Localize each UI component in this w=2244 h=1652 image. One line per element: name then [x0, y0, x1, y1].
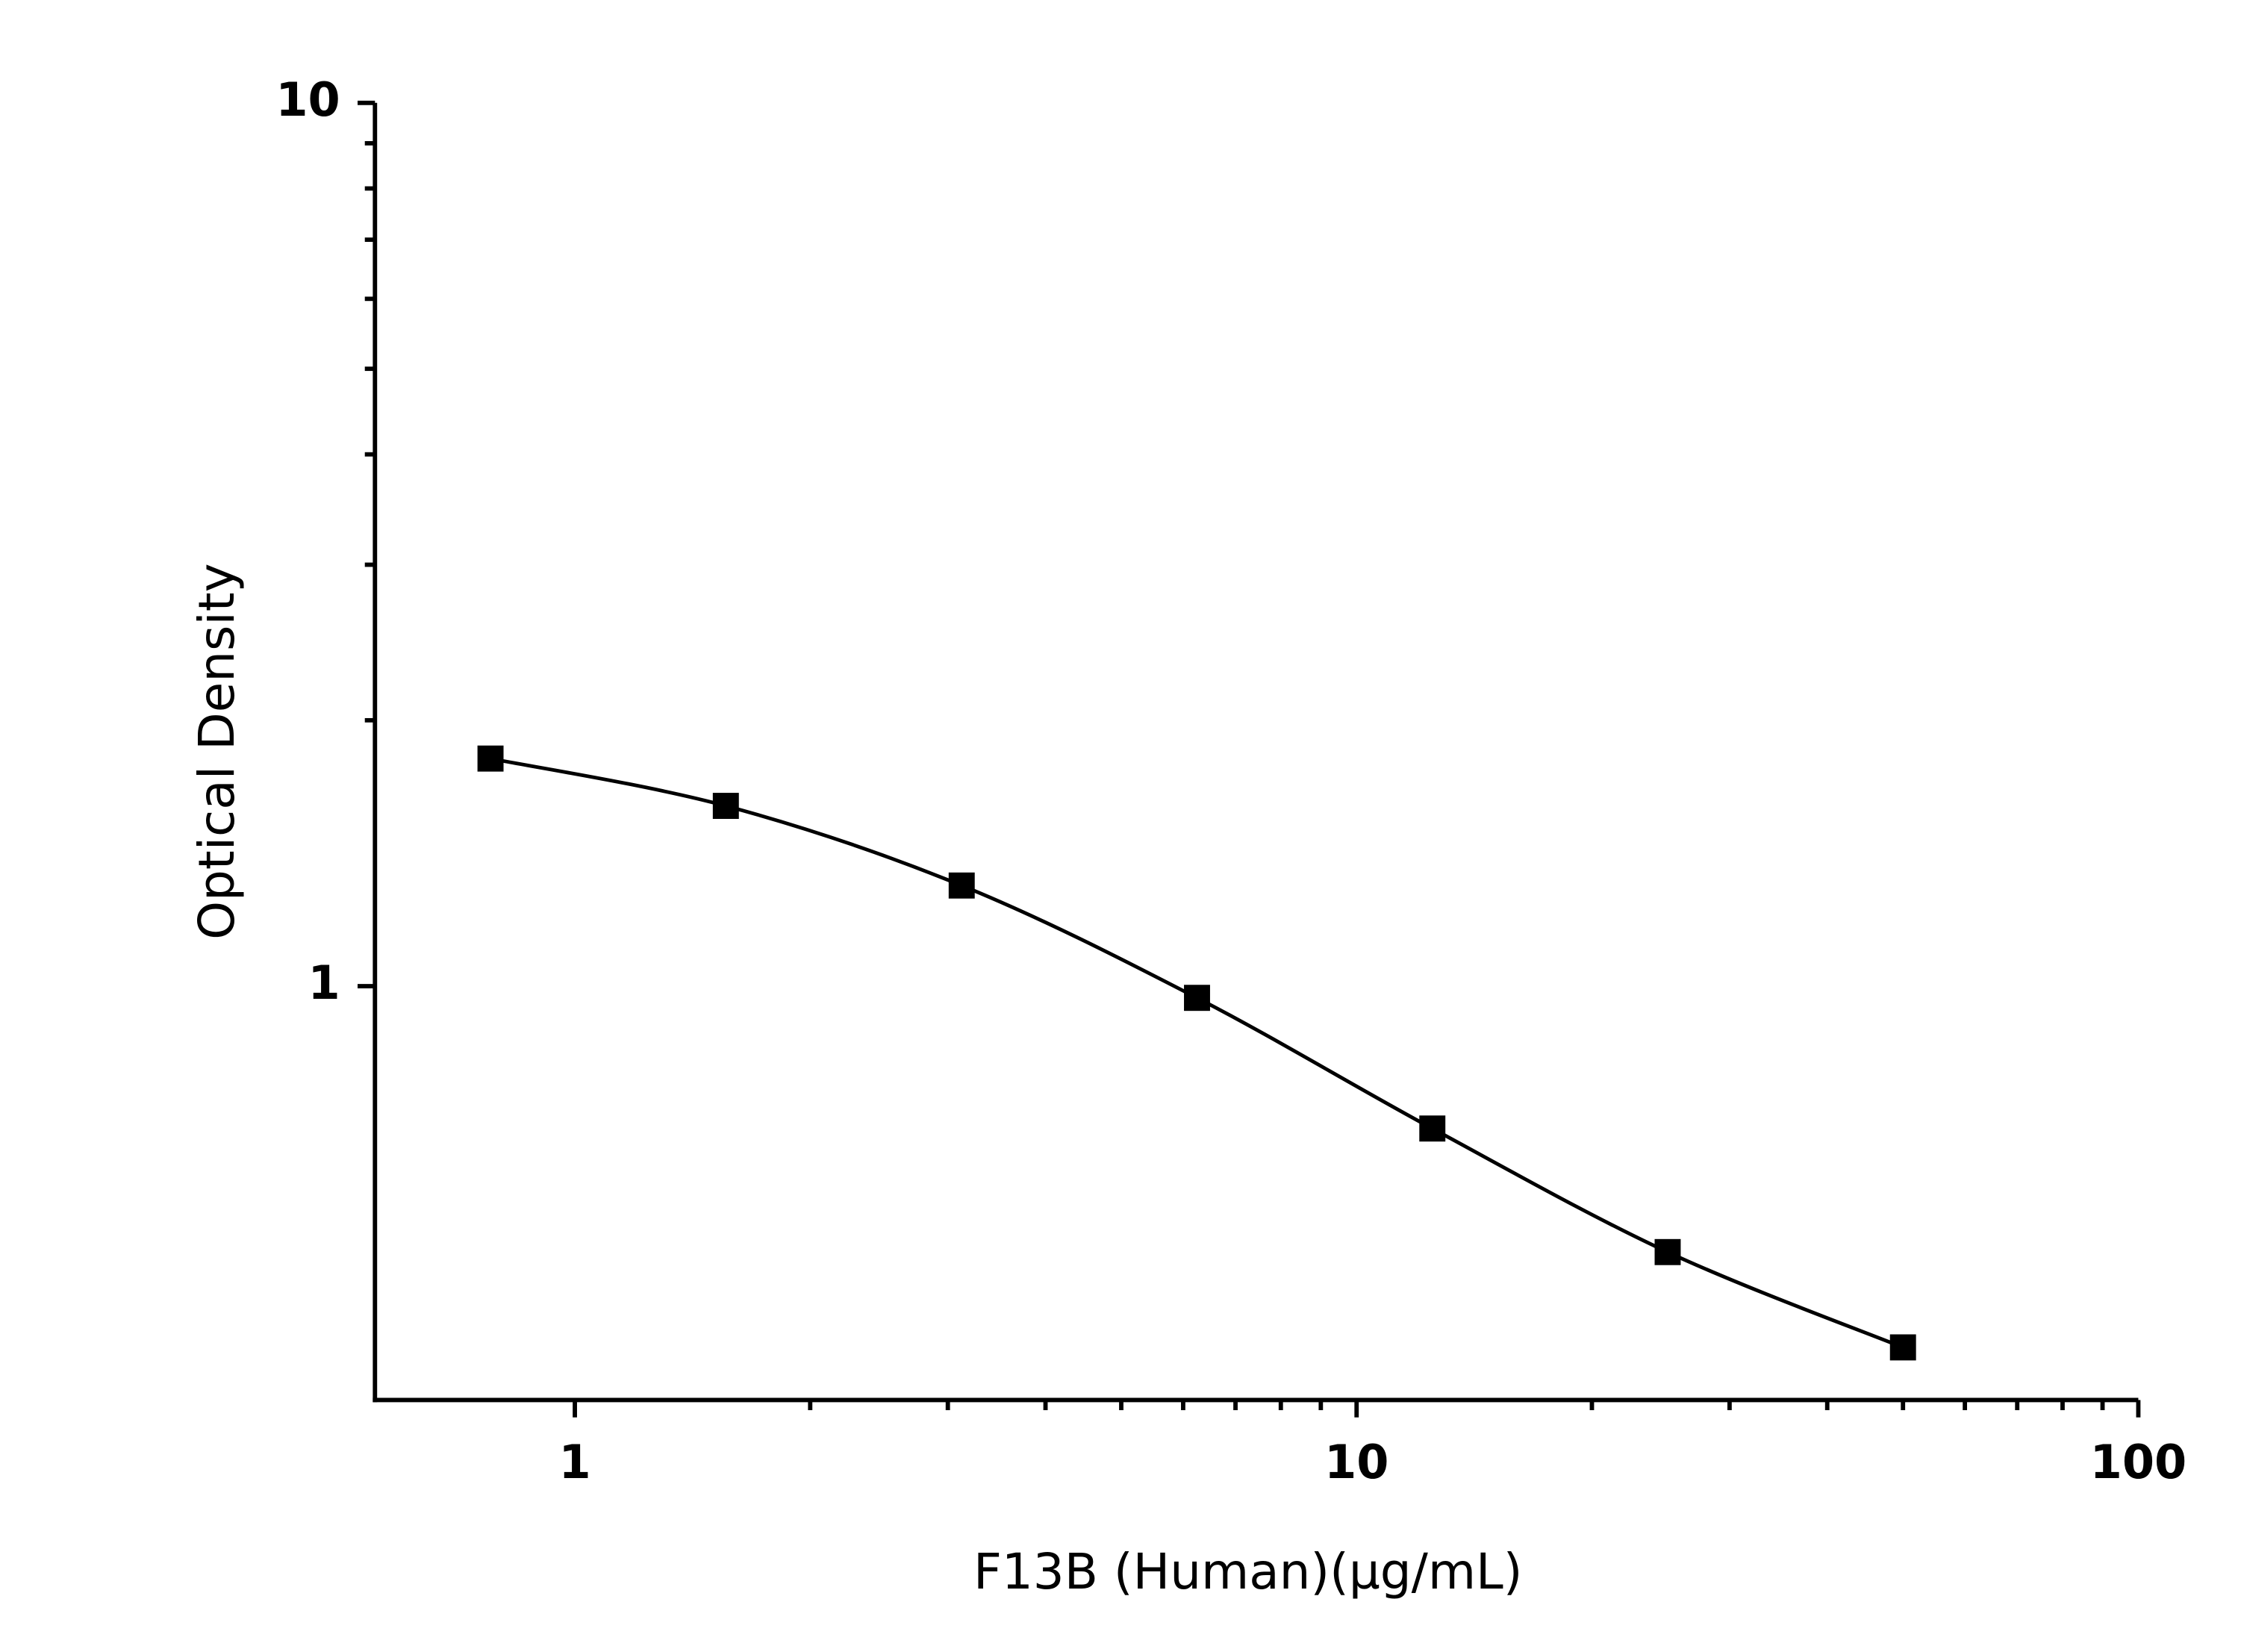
x-tick-label: 1: [558, 1435, 590, 1489]
x-axis-title: F13B (Human)(µg/mL): [973, 1543, 1523, 1600]
data-point: [1419, 1115, 1446, 1142]
y-axis-title: Optical Density: [188, 563, 246, 939]
x-tick-label: 100: [2090, 1435, 2187, 1489]
data-point: [948, 872, 975, 899]
data-point: [1184, 985, 1210, 1012]
y-tick-label: 1: [308, 956, 340, 1010]
series-line: [490, 756, 1904, 1350]
data-point: [712, 793, 739, 819]
data-point: [1654, 1238, 1681, 1265]
data-point: [1889, 1334, 1916, 1361]
y-tick-label: 10: [275, 72, 340, 127]
x-tick-label: 10: [1324, 1435, 1389, 1489]
data-point: [477, 745, 504, 772]
